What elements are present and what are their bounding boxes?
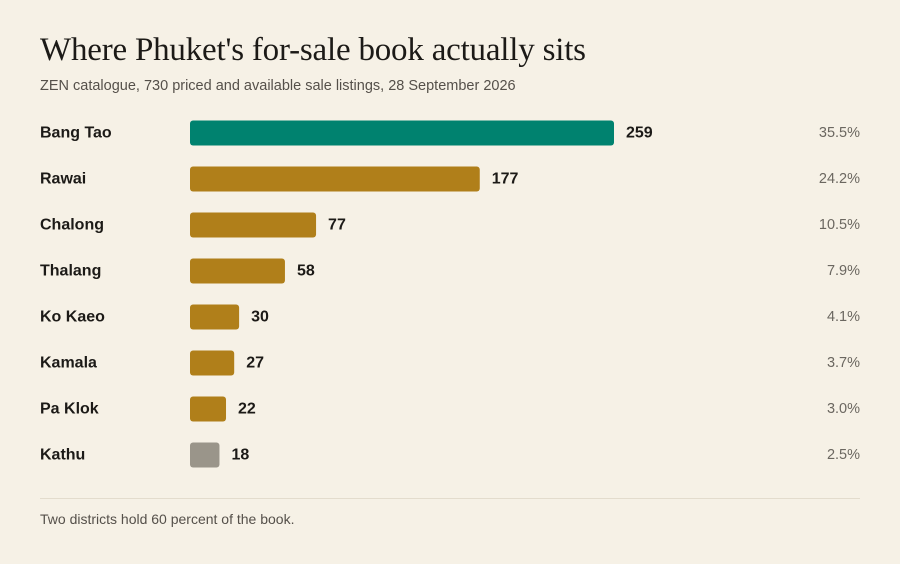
share-label: 35.5% [819, 125, 860, 141]
category-label: Kamala [40, 355, 97, 372]
category-label: Thalang [40, 263, 101, 280]
bar [190, 166, 480, 192]
bar [190, 304, 240, 330]
share-label: 24.2% [819, 171, 860, 187]
value-label: 259 [626, 125, 653, 142]
category-label: Pa Klok [40, 401, 99, 418]
value-label: 22 [238, 401, 256, 418]
value-label: 177 [492, 171, 519, 188]
category-label: Kathu [40, 447, 85, 464]
bar [190, 442, 220, 468]
bar [190, 212, 317, 238]
chart-subtitle: ZEN catalogue, 730 priced and available … [40, 78, 516, 94]
bar [190, 396, 227, 422]
share-label: 3.7% [827, 355, 860, 371]
bar-row: Ko Kaeo 30 4.1% [40, 304, 860, 330]
category-label: Ko Kaeo [40, 309, 105, 326]
bar-row: Kamala 27 3.7% [40, 350, 860, 376]
value-label: 58 [297, 263, 315, 280]
bar [190, 258, 285, 284]
bar-row: Pa Klok 22 3.0% [40, 396, 860, 422]
bar-row: Rawai 177 24.2% [40, 166, 860, 192]
bar [190, 120, 614, 146]
value-label: 77 [328, 217, 346, 234]
value-label: 30 [251, 309, 269, 326]
chart-note: Two districts hold 60 percent of the boo… [40, 511, 295, 527]
share-label: 3.0% [827, 401, 860, 417]
chart-title: Where Phuket's for-sale book actually si… [40, 32, 586, 68]
value-label: 18 [231, 447, 249, 464]
category-label: Rawai [40, 171, 86, 188]
share-label: 7.9% [827, 263, 860, 279]
share-label: 10.5% [819, 217, 860, 233]
bar [190, 350, 235, 376]
category-label: Bang Tao [40, 125, 112, 142]
category-label: Chalong [40, 217, 104, 234]
bar-row: Chalong 77 10.5% [40, 212, 860, 238]
footer-divider [40, 498, 860, 499]
share-label: 2.5% [827, 447, 860, 463]
share-label: 4.1% [827, 309, 860, 325]
bar-row: Bang Tao 259 35.5% [40, 120, 860, 146]
value-label: 27 [246, 355, 264, 372]
bar-row: Kathu 18 2.5% [40, 442, 860, 468]
bar-row: Thalang 58 7.9% [40, 258, 860, 284]
